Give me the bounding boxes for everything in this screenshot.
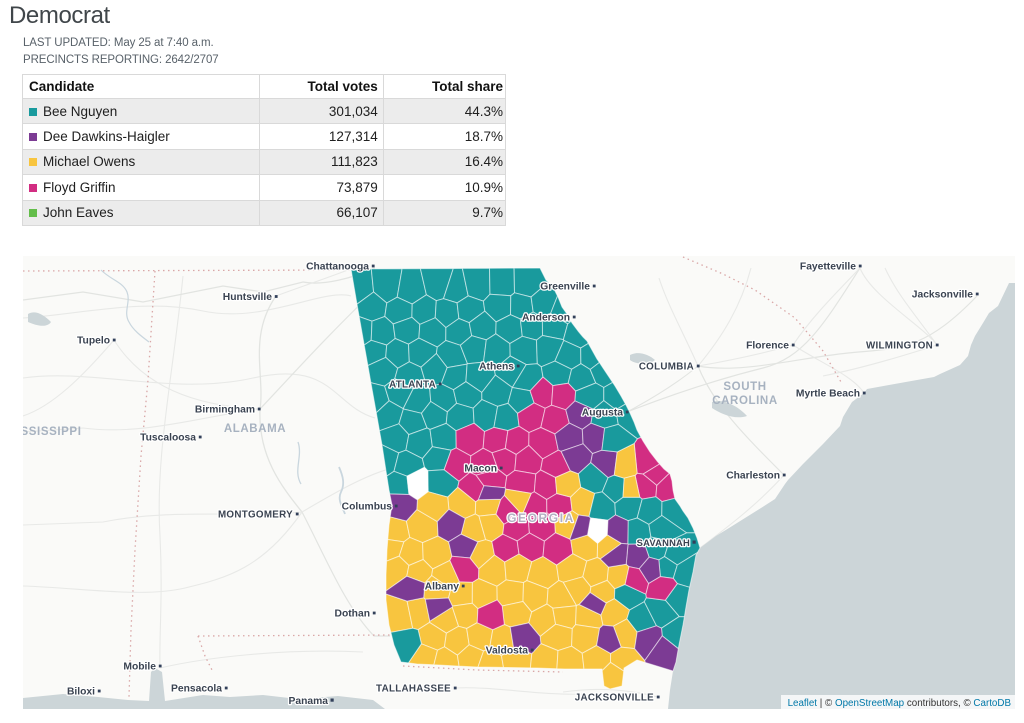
svg-text:JACKSONVILLE: JACKSONVILLE bbox=[575, 693, 654, 704]
svg-text:GEORGIA: GEORGIA bbox=[507, 511, 575, 525]
svg-text:SAVANNAH: SAVANNAH bbox=[637, 537, 690, 548]
svg-text:Panama: Panama bbox=[289, 696, 329, 707]
svg-text:MISSISSIPPI: MISSISSIPPI bbox=[23, 426, 81, 438]
svg-text:ATLANTA: ATLANTA bbox=[389, 380, 436, 391]
svg-text:Columbus: Columbus bbox=[342, 502, 393, 513]
svg-text:SOUTH: SOUTH bbox=[723, 381, 766, 393]
svg-text:WILMINGTON: WILMINGTON bbox=[866, 341, 933, 352]
svg-text:Huntsville: Huntsville bbox=[223, 292, 272, 303]
svg-text:Tuscaloosa: Tuscaloosa bbox=[140, 433, 196, 444]
svg-text:Biloxi: Biloxi bbox=[67, 687, 95, 698]
svg-text:ALABAMA: ALABAMA bbox=[224, 423, 286, 435]
svg-text:MONTGOMERY: MONTGOMERY bbox=[218, 510, 293, 521]
svg-text:Fayetteville: Fayetteville bbox=[800, 262, 856, 273]
svg-text:Albany: Albany bbox=[425, 582, 460, 593]
svg-text:Macon: Macon bbox=[464, 464, 497, 475]
svg-text:Birmingham: Birmingham bbox=[195, 405, 255, 416]
svg-text:Leaflet | © OpenStreetMap cont: Leaflet | © OpenStreetMap contributors, … bbox=[788, 698, 1012, 709]
svg-text:TALLAHASSEE: TALLAHASSEE bbox=[376, 684, 451, 695]
svg-text:Tupelo: Tupelo bbox=[77, 336, 110, 347]
svg-text:Anderson: Anderson bbox=[522, 313, 570, 324]
svg-text:Augusta: Augusta bbox=[582, 408, 623, 419]
svg-text:CAROLINA: CAROLINA bbox=[712, 395, 778, 407]
svg-text:Dothan: Dothan bbox=[335, 609, 370, 620]
svg-text:COLUMBIA: COLUMBIA bbox=[639, 362, 694, 373]
svg-text:Myrtle Beach: Myrtle Beach bbox=[796, 389, 860, 400]
svg-text:Valdosta: Valdosta bbox=[486, 646, 529, 657]
svg-text:Charleston: Charleston bbox=[726, 471, 780, 482]
svg-text:Pensacola: Pensacola bbox=[171, 684, 222, 695]
svg-text:Florence: Florence bbox=[746, 341, 789, 352]
svg-text:Greenville: Greenville bbox=[540, 282, 590, 293]
svg-text:Chattanooga: Chattanooga bbox=[306, 262, 369, 273]
svg-text:Mobile: Mobile bbox=[123, 662, 156, 673]
svg-text:Jacksonville: Jacksonville bbox=[912, 290, 974, 301]
svg-text:Athens: Athens bbox=[479, 362, 514, 373]
